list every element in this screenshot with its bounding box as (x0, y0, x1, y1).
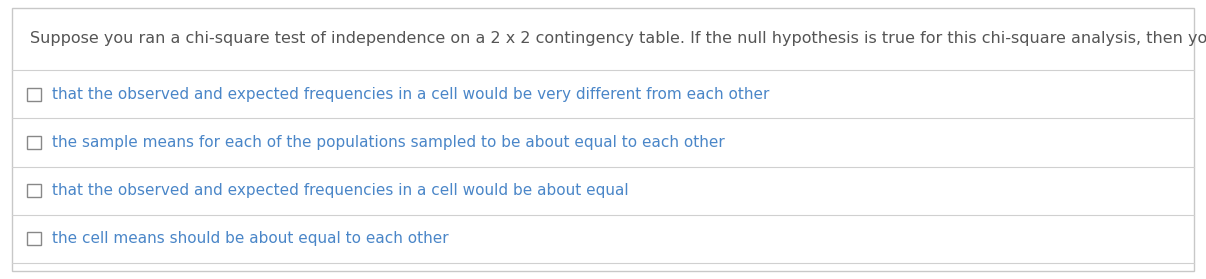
Text: Suppose you ran a chi-square test of independence on a 2 x 2 contingency table. : Suppose you ran a chi-square test of ind… (30, 30, 1206, 45)
Text: that the observed and expected frequencies in a cell would be very different fro: that the observed and expected frequenci… (53, 86, 769, 102)
Text: that the observed and expected frequencies in a cell would be about equal: that the observed and expected frequenci… (53, 183, 630, 198)
Bar (28, 136, 41, 149)
Bar (28, 88, 41, 101)
Bar (28, 184, 41, 197)
Text: the sample means for each of the populations sampled to be about equal to each o: the sample means for each of the populat… (53, 135, 725, 150)
Bar (28, 232, 41, 245)
Text: the cell means should be about equal to each other: the cell means should be about equal to … (53, 231, 449, 246)
